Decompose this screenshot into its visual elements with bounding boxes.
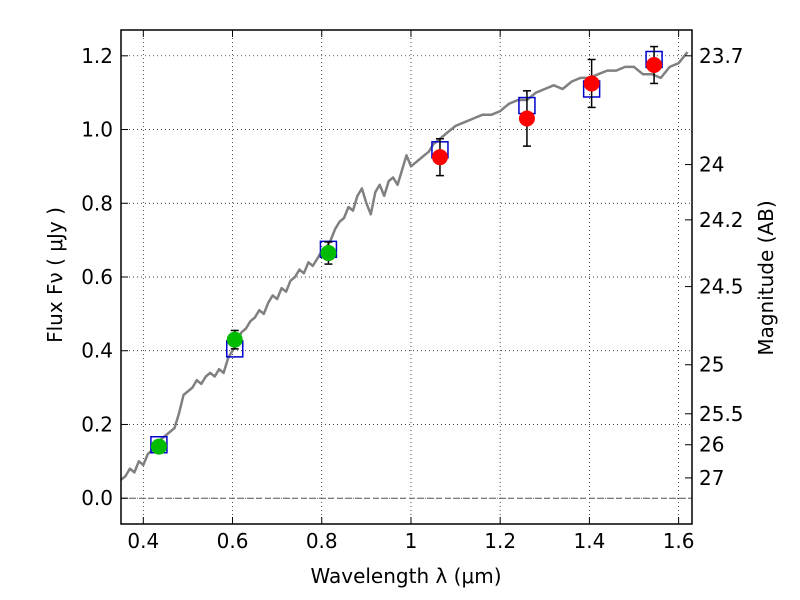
y-axis-label: Flux Fν ( μJy ) xyxy=(43,207,67,343)
y-tick-label: 1.0 xyxy=(81,118,113,142)
photometry-point xyxy=(646,57,663,74)
marker-layer xyxy=(150,45,663,455)
photometry-point xyxy=(518,110,535,127)
x-tick-label: 1 xyxy=(405,529,418,553)
x-tick-label: 0.6 xyxy=(217,529,249,553)
photometry-point xyxy=(150,438,167,455)
y-tick-label: 1.2 xyxy=(81,44,113,68)
y-tick-label: 0.8 xyxy=(81,191,113,215)
photometry-point xyxy=(320,245,337,262)
y-tick-label: 0.6 xyxy=(81,265,113,289)
x-axis-label: Wavelength λ (μm) xyxy=(310,564,501,588)
x-tick-label: 0.4 xyxy=(127,529,159,553)
y-tick-label: 0.4 xyxy=(81,339,113,363)
magnitude-axis-label: Magnitude (AB) xyxy=(754,200,778,355)
magnitude-tick-label: 24 xyxy=(699,153,724,177)
x-tick-label: 1.6 xyxy=(663,529,695,553)
y-tick-label: 0.0 xyxy=(81,486,113,510)
magnitude-tick-label: 25 xyxy=(699,353,724,377)
tick-layer: 0.4 0.6 0.8 1 1.2 1.4 1.6 0.0 0.2 0.4 0.6 0.8 1.0 1.2… xyxy=(81,30,744,553)
photometry-point xyxy=(431,149,448,166)
y-tick-label: 0.2 xyxy=(81,412,113,436)
x-tick-label: 1.2 xyxy=(484,529,516,553)
x-tick-label: 0.8 xyxy=(306,529,338,553)
magnitude-tick-label: 25.5 xyxy=(699,402,744,426)
photometry-point xyxy=(226,331,243,348)
magnitude-tick-label: 24.5 xyxy=(699,275,744,299)
photometry-point xyxy=(583,75,600,92)
x-tick-label: 1.4 xyxy=(573,529,605,553)
model-sed-curve xyxy=(120,51,689,481)
model-curve-layer xyxy=(120,51,689,481)
grid xyxy=(121,30,692,524)
plot-frame xyxy=(120,29,693,525)
magnitude-tick-label: 23.7 xyxy=(699,44,744,68)
magnitude-tick-label: 27 xyxy=(699,466,724,490)
magnitude-tick-label: 24.2 xyxy=(699,208,744,232)
magnitude-tick-label: 26 xyxy=(699,433,724,457)
